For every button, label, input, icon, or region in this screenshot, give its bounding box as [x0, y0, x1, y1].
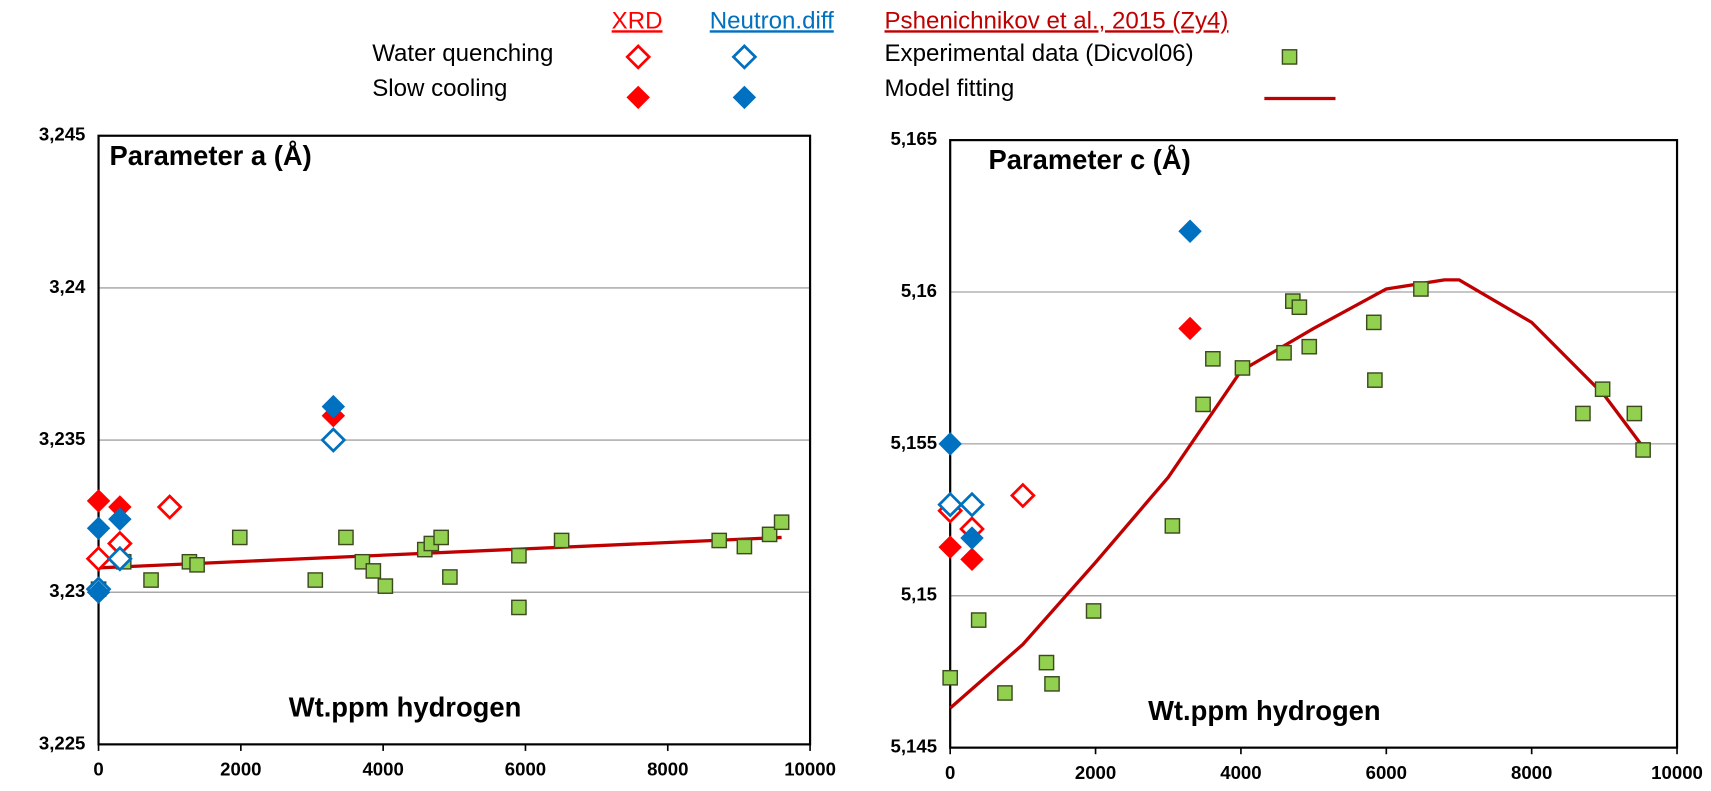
legend-marker: [626, 85, 650, 110]
y-tick-label: 3,245: [39, 124, 86, 145]
point: [1575, 405, 1591, 422]
point: [365, 563, 382, 579]
point: [1178, 219, 1202, 243]
point: [143, 572, 159, 588]
x-tick-label: 0: [93, 759, 103, 780]
y-tick-label: 5,165: [891, 128, 938, 149]
fit-line: [98, 535, 782, 570]
point: [1195, 396, 1211, 413]
point: [86, 580, 111, 604]
point: [761, 526, 778, 543]
x-axis-label: Wt.ppm hydrogen: [289, 692, 522, 723]
point: [511, 599, 527, 616]
plot-title: Parameter a (Å): [109, 140, 311, 171]
legend-marker: [1281, 49, 1298, 65]
point: [1009, 482, 1036, 509]
x-tick-label: 6000: [505, 759, 546, 780]
x-tick-label: 6000: [1366, 762, 1407, 783]
legend-marker: [732, 85, 757, 110]
point: [997, 685, 1013, 701]
point: [1413, 281, 1429, 297]
point: [711, 532, 728, 549]
point: [231, 529, 248, 546]
point: [773, 514, 790, 531]
point: [736, 538, 753, 555]
legend-label: Slow cooling: [372, 75, 507, 102]
x-tick-label: 4000: [1220, 762, 1261, 783]
point: [1038, 654, 1055, 671]
point: [1301, 338, 1318, 355]
point: [1594, 381, 1611, 398]
y-tick-label: 5,15: [901, 584, 937, 605]
point: [1044, 676, 1060, 692]
legend-marker: [731, 44, 758, 70]
point: [960, 526, 984, 550]
x-axis-label: Wt.ppm hydrogen: [1148, 695, 1381, 726]
x-tick-label: 10000: [1651, 762, 1703, 783]
point: [85, 545, 112, 572]
x-tick-label: 2000: [220, 759, 261, 780]
point: [108, 507, 132, 531]
point: [1085, 603, 1102, 619]
point: [1291, 299, 1308, 316]
point: [307, 572, 324, 588]
plot-frame: [97, 134, 812, 746]
point: [511, 547, 527, 564]
point: [189, 556, 205, 573]
legend-label: Experimental data (Dicvol06): [885, 40, 1194, 67]
point: [377, 578, 394, 594]
y-tick-label: 5,16: [901, 280, 937, 301]
point: [1234, 360, 1251, 376]
legend-group: Pshenichnikov et al., 2015 (Zy4): [885, 7, 1229, 34]
point: [433, 529, 449, 546]
x-tick-label: 8000: [647, 759, 688, 780]
point: [1367, 372, 1383, 388]
x-tick-label: 10000: [784, 759, 836, 780]
point: [1626, 405, 1643, 422]
x-tick-label: 8000: [1511, 762, 1552, 783]
point: [86, 489, 111, 513]
point: [1164, 518, 1181, 534]
plot-title: Parameter c (Å): [989, 144, 1191, 175]
point: [938, 432, 962, 456]
point: [320, 427, 347, 453]
legend-label: Water quenching: [372, 40, 553, 67]
y-tick-label: 3,24: [49, 276, 86, 297]
y-tick-label: 3,235: [39, 428, 86, 449]
point: [321, 394, 346, 419]
point: [338, 529, 354, 546]
y-tick-label: 5,155: [891, 432, 938, 453]
x-tick-label: 2000: [1075, 762, 1116, 783]
legend-label: Model fitting: [885, 75, 1015, 102]
y-tick-label: 3,225: [39, 732, 86, 753]
point: [156, 494, 183, 520]
x-tick-label: 4000: [362, 759, 403, 780]
fit-line: [949, 278, 1643, 710]
legend-group: XRD: [612, 7, 663, 34]
point: [938, 535, 962, 559]
point: [553, 532, 570, 549]
y-tick-label: 3,23: [49, 580, 85, 601]
legend-marker: [625, 44, 652, 70]
point: [959, 491, 985, 518]
point: [107, 545, 133, 572]
x-tick-label: 0: [945, 762, 955, 783]
point: [937, 491, 964, 518]
point: [1365, 314, 1382, 331]
point: [1276, 344, 1292, 361]
y-tick-label: 5,145: [891, 736, 938, 757]
point: [1635, 442, 1651, 458]
point: [1205, 351, 1221, 367]
legend-group: Neutron.diff: [710, 7, 834, 34]
point: [86, 516, 111, 541]
point: [442, 569, 458, 585]
point: [970, 612, 987, 628]
point: [1178, 316, 1202, 341]
point: [960, 547, 984, 572]
point: [942, 669, 959, 686]
